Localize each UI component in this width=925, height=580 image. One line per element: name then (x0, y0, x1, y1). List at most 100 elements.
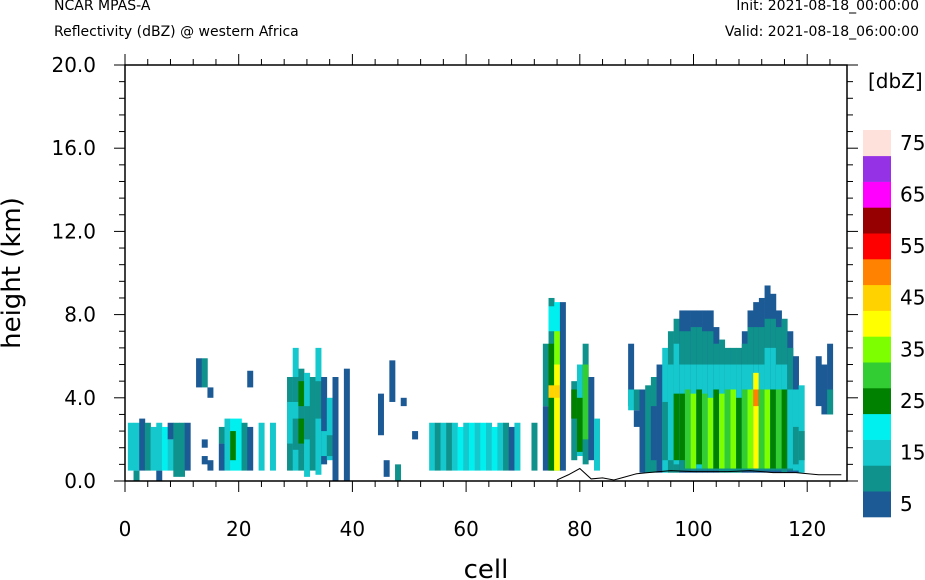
colorbar-swatch (863, 181, 891, 208)
reflectivity-cell (554, 385, 561, 398)
reflectivity-cell (218, 443, 225, 471)
reflectivity-cell (315, 381, 322, 419)
y-tick-label: 12.0 (51, 219, 96, 243)
reflectivity-cell (389, 360, 396, 402)
reflectivity-cell (207, 460, 214, 471)
reflectivity-cell (798, 431, 805, 461)
reflectivity-cell (542, 343, 549, 407)
reflectivity-cell (656, 364, 663, 473)
reflectivity-cell (633, 410, 640, 427)
reflectivity-cell (468, 422, 475, 471)
colorbar-swatch (863, 310, 891, 337)
reflectivity-cell (298, 381, 305, 407)
reflectivity-cell (230, 431, 237, 461)
x-tick-label: 40 (340, 517, 365, 541)
reflectivity-cell (741, 389, 748, 469)
colorbar-swatch (863, 465, 891, 492)
colorbar-tick-label: 65 (900, 183, 925, 207)
reflectivity-cell (247, 370, 254, 388)
reflectivity-cell (133, 422, 140, 471)
reflectivity-cell (792, 426, 799, 465)
colorbar-tick-label: 75 (900, 131, 925, 155)
reflectivity-cell (559, 302, 566, 471)
colorbar-swatch (863, 233, 891, 260)
terrain-profile (556, 467, 842, 481)
reflectivity-cell (377, 393, 384, 436)
reflectivity-cell (196, 358, 203, 388)
reflectivity-cell (787, 389, 794, 469)
reflectivity-cell (434, 422, 441, 471)
x-tick-label: 120 (788, 517, 826, 541)
reflectivity-cell (821, 364, 828, 415)
reflectivity-cell (736, 397, 743, 469)
reflectivity-cell (770, 389, 777, 469)
colorbar-swatch (863, 439, 891, 466)
reflectivity-cell (287, 401, 294, 444)
reflectivity-cell (139, 418, 146, 471)
reflectivity-cell (326, 435, 333, 457)
reflectivity-cell (650, 406, 657, 461)
reflectivity-cell (594, 418, 601, 471)
reflectivity-cell (730, 389, 737, 469)
reflectivity-cell (321, 431, 328, 457)
reflectivity-cell (412, 431, 419, 440)
x-tick-label: 60 (453, 517, 478, 541)
reflectivity-cell (184, 422, 191, 471)
reflectivity-cell (667, 364, 674, 461)
reflectivity-cell (292, 418, 299, 450)
reflectivity-cell (548, 343, 555, 471)
reflectivity-cell (133, 470, 140, 481)
reflectivity-cell (150, 426, 157, 471)
reflectivity-cell (235, 418, 242, 471)
colorbar-tick-label: 5 (900, 492, 913, 516)
reflectivity-cell (292, 347, 299, 471)
reflectivity-cell (747, 389, 754, 469)
reflectivity-cell (639, 389, 646, 473)
x-axis-label: cell (464, 555, 509, 580)
reflectivity-cell (582, 364, 589, 440)
colorbar: 5 15 25 35 45 55 65 75 (863, 130, 925, 518)
reflectivity-cell (429, 422, 436, 471)
reflectivity-cell (247, 426, 254, 471)
x-tick-label: 0 (119, 517, 132, 541)
reflectivity-cells (127, 285, 834, 481)
reflectivity-cell (201, 439, 208, 448)
reflectivity-cell (548, 306, 555, 332)
colorbar-swatch (863, 336, 891, 363)
reflectivity-cell (827, 343, 834, 415)
colorbar-swatch (863, 155, 891, 182)
reflectivity-cell (503, 422, 510, 471)
y-tick-label: 16.0 (51, 136, 96, 160)
reflectivity-cell (713, 389, 720, 469)
x-tick-label: 100 (674, 517, 712, 541)
reflectivity-cell (395, 464, 402, 481)
y-tick-label: 4.0 (64, 386, 96, 410)
reflectivity-cell (628, 389, 635, 411)
reflectivity-cell (167, 439, 174, 471)
terrain-line (556, 467, 842, 481)
reflectivity-cell (764, 389, 771, 469)
colorbar-swatch (863, 413, 891, 440)
reflectivity-cell (332, 377, 339, 481)
reflectivity-cell (497, 422, 504, 471)
reflectivity-cell (224, 418, 231, 471)
colorbar-swatch (863, 259, 891, 286)
reflectivity-cell (724, 389, 731, 469)
y-tick-label: 20.0 (51, 53, 96, 77)
reflectivity-cell (690, 393, 697, 469)
plot-frame (124, 64, 848, 482)
reflectivity-cell (491, 426, 498, 471)
y-tick-label: 8.0 (64, 303, 96, 327)
reflectivity-cell (645, 385, 652, 473)
reflectivity-cell (781, 389, 788, 469)
model-title: NCAR MPAS-A (54, 0, 151, 14)
reflectivity-cell (173, 422, 180, 477)
reflectivity-cell (571, 381, 578, 461)
colorbar-unit-label: [dbZ] (868, 69, 923, 93)
reflectivity-cell (161, 426, 168, 471)
reflectivity-cell (628, 343, 635, 407)
reflectivity-cell (474, 422, 481, 471)
colorbar-swatch (863, 491, 891, 518)
valid-time: Valid: 2021-08-18_06:00:00 (724, 24, 919, 40)
reflectivity-cell (815, 356, 822, 407)
